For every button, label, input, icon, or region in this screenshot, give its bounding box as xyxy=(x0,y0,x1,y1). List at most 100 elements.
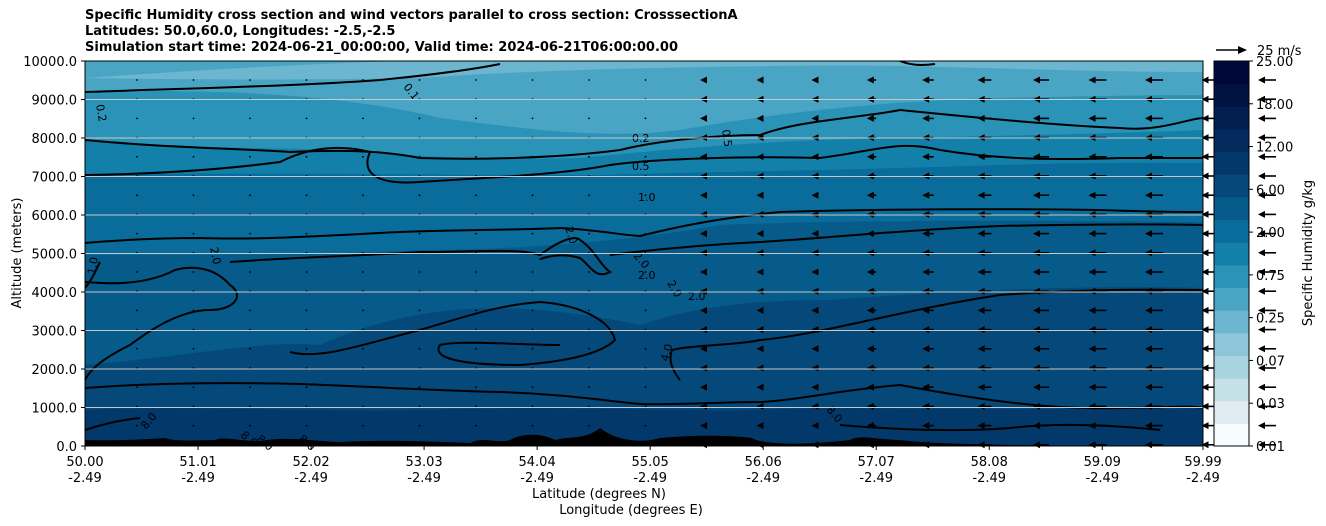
wind-vector xyxy=(922,268,934,276)
x-axis-label-lat: Latitude (degrees N) xyxy=(532,487,666,502)
wind-vector xyxy=(588,309,590,312)
quiver-key: 25 m/s xyxy=(1216,44,1302,59)
wind-vector xyxy=(305,79,308,81)
wind-vector xyxy=(192,367,195,369)
x-tick-label-lat: 54.04 xyxy=(519,455,556,470)
wind-vector xyxy=(136,155,138,158)
wind-vector xyxy=(811,249,819,257)
y-tick-label: 5000.0 xyxy=(32,248,78,263)
contour-line-8.0-b xyxy=(85,417,141,431)
gridlines xyxy=(85,99,1203,408)
title-line-1: Specific Humidity cross section and wind… xyxy=(85,8,738,23)
wind-vector xyxy=(531,194,534,197)
contour-lines xyxy=(85,61,1203,432)
wind-vector xyxy=(531,386,534,389)
wind-vector xyxy=(1033,191,1049,199)
wind-vector xyxy=(1258,191,1276,199)
wind-vector xyxy=(136,424,138,427)
wind-vector xyxy=(305,194,308,197)
colorbar-tick-label: 25.00 xyxy=(1256,55,1293,70)
wind-vector xyxy=(1088,345,1107,353)
wind-vector xyxy=(811,364,819,372)
wind-vector xyxy=(418,232,421,235)
wind-vector xyxy=(700,306,707,314)
wind-vector xyxy=(644,347,647,350)
contour-line-0.5 xyxy=(85,144,1203,184)
x-tick-label-lat: 59.99 xyxy=(1184,455,1221,470)
wind-vector xyxy=(977,383,992,391)
wind-vector xyxy=(475,79,477,81)
wind-vector xyxy=(1033,268,1049,276)
wind-vector xyxy=(977,249,992,257)
chart-title: Specific Humidity cross section and wind… xyxy=(85,8,738,56)
wind-vector xyxy=(1258,364,1276,372)
wind-vector xyxy=(531,424,534,427)
wind-vector xyxy=(588,386,590,389)
wind-vector xyxy=(249,443,251,446)
wind-vector xyxy=(531,117,534,120)
wind-vector xyxy=(305,155,308,158)
wind-vector xyxy=(1088,76,1107,84)
x-tick-label-lat: 58.08 xyxy=(971,455,1008,470)
wind-vector xyxy=(249,405,251,408)
wind-vector xyxy=(249,79,251,81)
wind-vector xyxy=(1258,172,1276,180)
wind-vector xyxy=(305,117,308,120)
wind-vector xyxy=(866,441,877,449)
wind-vector xyxy=(922,76,934,84)
x-tick-label-lon: -2.49 xyxy=(520,471,554,486)
contour-label: 1.0 xyxy=(85,256,101,275)
wind-vector xyxy=(588,443,590,446)
wind-vector xyxy=(249,347,251,350)
wind-vector xyxy=(192,155,195,158)
wind-vector xyxy=(531,367,534,369)
wind-vector xyxy=(756,114,764,122)
wind-vector xyxy=(1145,210,1163,218)
wind-vector xyxy=(977,422,992,430)
wind-vector xyxy=(1258,134,1276,142)
wind-vector xyxy=(756,268,764,276)
wind-vector xyxy=(418,386,421,389)
wind-vector xyxy=(811,76,819,84)
contour-label: 2.0 xyxy=(562,225,580,246)
wind-vector xyxy=(588,405,590,408)
wind-vector xyxy=(418,117,421,120)
wind-vector xyxy=(700,422,707,430)
wind-vector xyxy=(249,271,251,273)
wind-vector xyxy=(977,345,992,353)
colorbar-tick-label: 0.07 xyxy=(1256,354,1285,369)
wind-vector xyxy=(922,191,934,199)
wind-vector xyxy=(1258,230,1276,238)
wind-vector xyxy=(588,194,590,197)
wind-vector xyxy=(1145,76,1163,84)
x-tick-label-lat: 55.05 xyxy=(632,455,669,470)
wind-vector xyxy=(249,232,251,235)
wind-vector xyxy=(1033,76,1049,84)
colorbar-tick-label: 0.75 xyxy=(1256,269,1285,284)
wind-vector xyxy=(1258,422,1276,430)
wind-vector xyxy=(475,194,477,197)
wind-vector xyxy=(811,383,819,391)
colorbar-segment xyxy=(1214,378,1249,402)
x-tick-label-lat: 56.06 xyxy=(745,455,782,470)
colorbar-tick-label: 12.00 xyxy=(1256,141,1293,156)
wind-vector xyxy=(531,232,534,235)
colorbar-segment xyxy=(1214,219,1249,243)
wind-vector xyxy=(192,79,195,81)
contour-line-4.0-b xyxy=(669,288,1203,381)
wind-vector xyxy=(811,210,819,218)
wind-vector xyxy=(922,402,934,410)
contour-line-1.0 xyxy=(85,208,1203,244)
wind-vector xyxy=(700,191,707,199)
wind-vector xyxy=(418,347,421,350)
colorbar-segment xyxy=(1214,106,1249,130)
wind-vector xyxy=(1258,268,1276,276)
wind-vector xyxy=(756,326,764,334)
wind-vector xyxy=(1088,191,1107,199)
contour-line-2.0 xyxy=(85,266,238,381)
wind-vector xyxy=(305,367,308,369)
colorbar-label: Specific Humidity g/kg xyxy=(1301,180,1316,326)
wind-vector xyxy=(977,287,992,295)
contour-label: 2.0 xyxy=(207,246,223,266)
